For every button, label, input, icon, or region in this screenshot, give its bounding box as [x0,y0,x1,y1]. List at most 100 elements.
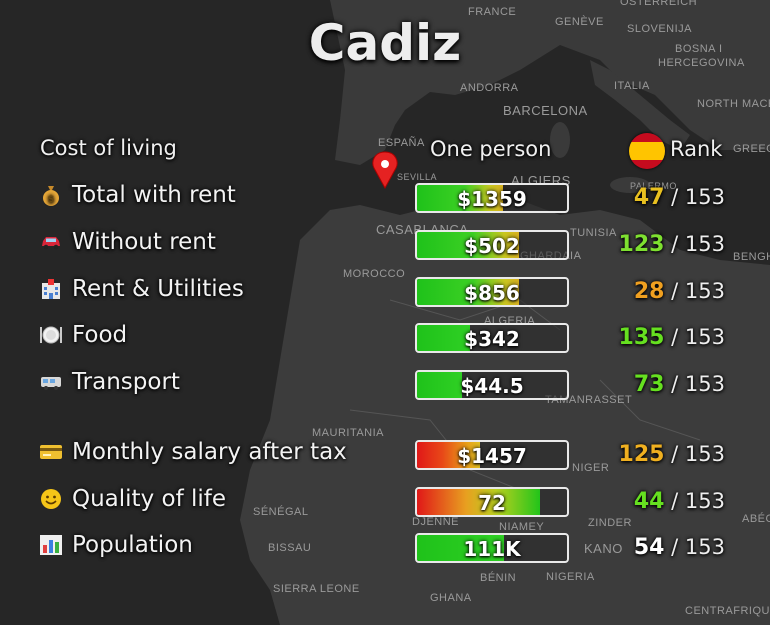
map-label: BENGHA [733,251,770,263]
map-label: NIGER [572,462,610,474]
value-text: $856 [464,281,520,305]
map-label: ZINDER [588,517,632,529]
rank-total: / 153 [664,535,725,559]
row-label: $ Total with rent [38,182,236,208]
map-label: GENÈVE [555,16,604,28]
map-label: BARCELONA [503,103,588,118]
car-icon [38,230,66,254]
value-text: $1457 [457,444,527,468]
cost-of-living-header: Cost of living [40,136,177,160]
italy-land [590,60,690,150]
rank-number: 47 [633,185,665,210]
svg-text:$: $ [48,194,55,205]
rank-value: 73 / 153 [585,372,725,397]
row-label-text: Monthly salary after tax [72,439,347,465]
rank-value: 125 / 153 [585,442,725,467]
row-label-text: Without rent [72,229,216,255]
money-bag-icon: $ [38,183,66,207]
row-label: Rent & Utilities [38,276,244,302]
rank-value: 123 / 153 [585,232,725,257]
value-bar: $44.5 [415,370,569,400]
map-label: HERCEGOVINA [658,57,745,69]
row-label: Population [38,532,193,558]
value-bar-fill [417,535,504,561]
rank-total: / 153 [664,185,725,209]
value-bar: 72 [415,487,569,517]
rank-header: Rank [670,137,723,161]
value-bar: $342 [415,323,569,353]
rank-value: 47 / 153 [585,185,725,210]
credit-card-icon [38,440,66,464]
value-bar: $1457 [415,440,569,470]
map-label: GREEC [733,143,770,155]
smiley-icon [38,487,66,511]
rank-number: 123 [618,232,665,257]
value-bar: $502 [415,230,569,260]
map-label: SLOVENIJA [627,23,693,35]
rank-number: 125 [618,442,665,467]
row-label: Transport [38,369,180,395]
map-label: ÖSTERREICH [620,0,698,8]
plate-cutlery-icon [38,323,66,347]
value-bar: $1359 [415,183,569,213]
value-text: $44.5 [460,374,524,398]
europe-land [330,0,770,165]
map-label: NORTH MACE [697,98,770,110]
rank-value: 135 / 153 [585,325,725,350]
city-title: Cadiz [308,14,462,72]
value-bar-fill [417,489,540,515]
rank-number: 135 [618,325,665,350]
map-label: GHANA [430,592,472,604]
map-label: DJENNE [412,516,460,528]
map-label: NIAMEY [499,521,545,533]
map-label: ANDORRA [460,82,519,94]
row-label: Without rent [38,229,216,255]
rank-number: 73 [633,372,665,397]
rank-total: / 153 [664,325,725,349]
rank-number: 44 [633,489,665,514]
rank-number: 54 [633,535,665,560]
row-label-text: Total with rent [72,182,236,208]
rank-value: 54 / 153 [585,535,725,560]
value-bar-fill [417,185,503,211]
map-label: FRANCE [468,6,517,18]
row-label: Food [38,322,127,348]
row-label-text: Quality of life [72,486,227,512]
rank-total: / 153 [664,442,725,466]
hospital-building-icon [38,277,66,301]
value-bar: 111K [415,533,569,563]
map-label: MOROCCO [343,268,406,280]
map-label: NIGERIA [546,571,595,583]
bus-icon [38,370,66,394]
bar-chart-icon [38,533,66,557]
rank-total: / 153 [664,489,725,513]
value-bar-fill [417,279,519,305]
row-label-text: Population [72,532,193,558]
value-text: $342 [464,327,520,351]
value-text: 72 [478,491,506,515]
map-label: ITALIA [614,80,650,92]
row-label: Quality of life [38,486,226,512]
map-label: CENTRAFRIQUE [685,605,770,617]
row-label: Monthly salary after tax [38,439,347,465]
value-bar-fill [417,442,480,468]
map-label: BÉNIN [480,572,517,584]
africa-land [240,200,770,625]
map-label: SIERRA LEONE [273,583,360,595]
location-pin-icon [372,151,398,190]
map-label: TUNISIA [570,227,617,239]
map-label: SEVILLA [397,172,438,182]
value-text: 111K [463,537,521,561]
value-text: $502 [464,234,520,258]
map-label: ABÉC [742,513,770,525]
value-text: $1359 [457,187,527,211]
map-label: PALERMO [630,181,677,191]
value-bar: $856 [415,277,569,307]
map-label: KANO [584,541,623,556]
value-bar-fill [417,372,462,398]
row-label-text: Transport [72,369,180,395]
row-label-text: Rent & Utilities [72,276,244,302]
map-label: BOSNA I [675,43,723,55]
map-label: SÉNÉGAL [253,506,309,518]
